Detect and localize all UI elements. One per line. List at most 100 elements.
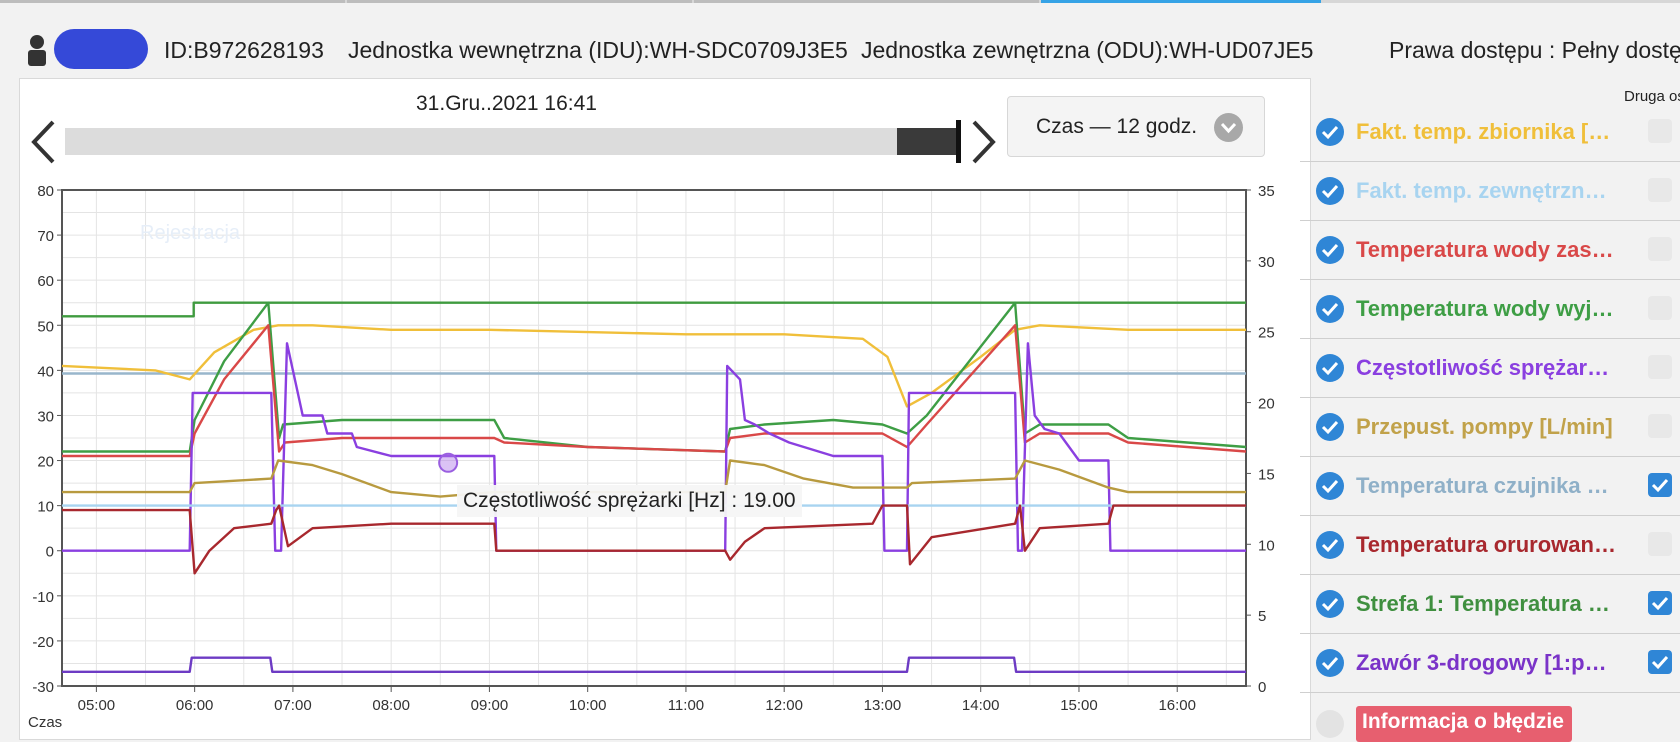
legend-item-label: Temperatura czujnika zbiornika [°C] <box>1356 473 1618 498</box>
x-tick-label: 05:00 <box>78 697 116 714</box>
y-right-tick-label: 10 <box>1258 537 1275 554</box>
y-left-tick-label: 60 <box>37 273 54 290</box>
legend-item-label: Fakt. temp. zbiornika [°C] <box>1356 119 1618 144</box>
checkmark-icon[interactable] <box>1316 236 1344 264</box>
indoor-unit-model: Jednostka wewnętrzna (IDU):WH-SDC0709J3E… <box>348 37 848 63</box>
timeline-slider-window[interactable] <box>897 128 957 155</box>
second-axis-checkbox[interactable] <box>1648 473 1672 497</box>
y-right-tick-label: 30 <box>1258 254 1275 271</box>
y-left-tick-label: 80 <box>37 183 54 200</box>
timeline-slider-handle[interactable] <box>956 120 961 163</box>
legend-item-label: Temperatura orurowania [°C] <box>1356 532 1618 557</box>
chevron-left-icon[interactable] <box>28 118 60 166</box>
y-right-tick-label: 35 <box>1258 183 1275 200</box>
chevron-right-icon[interactable] <box>967 118 999 166</box>
legend-item-label: Temperatura wody wyjściowej [°C] <box>1356 296 1618 321</box>
chart-panel <box>19 78 1311 740</box>
avatar <box>54 29 148 69</box>
user-icon <box>28 35 46 66</box>
top-tab-3[interactable] <box>694 0 1039 3</box>
top-tab-2[interactable] <box>347 0 692 3</box>
checkmark-icon[interactable] <box>1316 177 1344 205</box>
chevron-down-icon <box>1214 113 1243 142</box>
y-left-tick-label: 30 <box>37 408 54 425</box>
timeline-slider[interactable] <box>65 128 959 155</box>
legend-item[interactable]: Przepust. pompy [L/min] <box>1300 398 1680 457</box>
error-toggle-icon[interactable] <box>1316 710 1344 738</box>
time-range-select[interactable]: Czas — 12 godz. <box>1007 96 1265 157</box>
second-axis-checkbox[interactable] <box>1648 532 1672 556</box>
checkmark-icon[interactable] <box>1316 649 1344 677</box>
legend-item[interactable]: Temperatura wody wyjściowej [°C] <box>1300 280 1680 339</box>
x-tick-label: 13:00 <box>864 697 902 714</box>
plot-frame <box>61 189 1247 687</box>
error-info-item[interactable]: Informacja o błędzie <box>1300 702 1680 742</box>
checkmark-icon[interactable] <box>1316 472 1344 500</box>
y-right-tick-label: 0 <box>1258 679 1266 696</box>
top-tab-active[interactable] <box>1041 0 1321 3</box>
second-axis-column-title: Druga oś <box>1624 88 1680 105</box>
device-header: ID:B972628193 Jednostka wewnętrzna (IDU)… <box>0 12 1680 70</box>
error-info-badge[interactable]: Informacja o błędzie <box>1356 706 1572 742</box>
legend-item[interactable]: Częstotliwość sprężarki [Hz] <box>1300 339 1680 398</box>
top-tab-strip <box>0 0 1680 3</box>
legend-item-label: Strefa 1: Temperatura wody [°C] <box>1356 591 1618 616</box>
device-id: ID:B972628193 <box>164 37 324 63</box>
series-line-yellow_tank <box>61 324 1246 408</box>
x-tick-label: 16:00 <box>1158 697 1196 714</box>
x-tick-label: 11:00 <box>668 697 704 714</box>
x-tick-label: 08:00 <box>372 697 410 714</box>
checkmark-icon[interactable] <box>1316 590 1344 618</box>
checkmark-icon[interactable] <box>1316 531 1344 559</box>
legend-item-label: Zawór 3-drogowy [1:pompa ciepła] <box>1356 650 1618 675</box>
checkmark-icon[interactable] <box>1316 118 1344 146</box>
checkmark-icon[interactable] <box>1316 354 1344 382</box>
x-tick-label: 10:00 <box>569 697 607 714</box>
second-axis-checkbox[interactable] <box>1648 591 1672 615</box>
y-right-tick-label: 5 <box>1258 608 1266 625</box>
top-tab-1[interactable] <box>0 0 345 3</box>
legend-item[interactable]: Temperatura czujnika zbiornika [°C] <box>1300 457 1680 516</box>
y-right-tick-label: 20 <box>1258 396 1275 413</box>
legend-item[interactable]: Strefa 1: Temperatura wody [°C] <box>1300 575 1680 634</box>
legend-item[interactable]: Fakt. temp. zbiornika [°C] <box>1300 103 1680 162</box>
x-axis-title: Czas <box>28 714 63 731</box>
series-line-purple_valve <box>62 656 1246 673</box>
y-right-tick-label: 15 <box>1258 466 1275 483</box>
y-left-tick-label: 10 <box>37 499 54 516</box>
y-left-tick-label: 70 <box>37 228 54 245</box>
legend-item[interactable]: Temperatura orurowania [°C] <box>1300 516 1680 575</box>
legend-item-label: Fakt. temp. zewnętrznej [°C] <box>1356 178 1618 203</box>
series-line-red_flow <box>62 324 1247 458</box>
history-chart: 80706050403020100-10-20-3035302520151050… <box>32 183 1275 714</box>
legend-item-label: Przepust. pompy [L/min] <box>1356 414 1613 439</box>
checkmark-icon[interactable] <box>1316 295 1344 323</box>
legend-item[interactable]: Temperatura wody zasilania [°C] <box>1300 221 1680 280</box>
x-tick-label: 14:00 <box>962 697 1000 714</box>
second-axis-checkbox[interactable] <box>1648 414 1672 438</box>
checkmark-icon[interactable] <box>1316 413 1344 441</box>
current-date-label: 31.Gru..2021 16:41 <box>416 92 597 115</box>
series-line-dark_red_pipe <box>62 504 1246 575</box>
second-axis-checkbox[interactable] <box>1648 237 1672 261</box>
y-left-tick-label: -10 <box>32 589 54 606</box>
tooltip-marker <box>438 452 459 473</box>
y-left-tick-label: 40 <box>37 363 54 380</box>
y-right-tick-label: 25 <box>1258 325 1275 342</box>
y-left-tick-label: 0 <box>46 544 54 561</box>
x-tick-label: 15:00 <box>1060 697 1098 714</box>
chart-tooltip: Częstotliwość sprężarki [Hz] : 19.00 <box>457 485 802 517</box>
chart-faint-label: Rejestracja <box>140 222 241 244</box>
second-axis-checkbox[interactable] <box>1648 650 1672 674</box>
y-left-tick-label: -30 <box>32 679 54 696</box>
second-axis-checkbox[interactable] <box>1648 178 1672 202</box>
y-left-tick-label: 20 <box>37 454 54 471</box>
second-axis-checkbox[interactable] <box>1648 119 1672 143</box>
second-axis-checkbox[interactable] <box>1648 296 1672 320</box>
series-line-purple_compressor <box>62 342 1246 552</box>
legend-item-label: Temperatura wody zasilania [°C] <box>1356 237 1618 262</box>
second-axis-checkbox[interactable] <box>1648 355 1672 379</box>
legend-item[interactable]: Fakt. temp. zewnętrznej [°C] <box>1300 162 1680 221</box>
legend-item[interactable]: Zawór 3-drogowy [1:pompa ciepła] <box>1300 634 1680 693</box>
access-rights: Prawa dostępu : Pełny dostęp <box>1389 37 1680 63</box>
